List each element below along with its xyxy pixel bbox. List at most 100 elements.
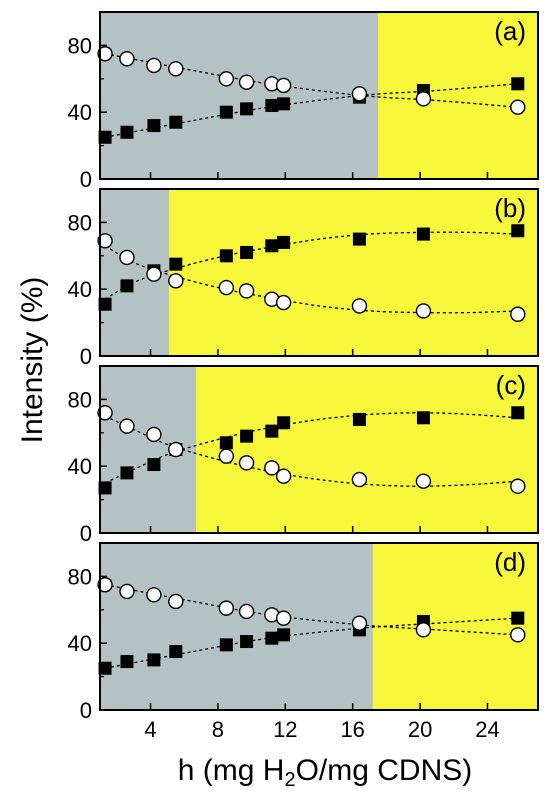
data-point-square bbox=[511, 77, 525, 91]
data-point-square bbox=[219, 105, 233, 119]
data-point-circle bbox=[238, 455, 255, 471]
y-tick-label: 80 bbox=[68, 33, 92, 58]
data-point-circle bbox=[168, 593, 184, 610]
panel-frame bbox=[99, 188, 539, 357]
y-tick-label: 80 bbox=[68, 564, 92, 589]
x-tick-label: 4 bbox=[144, 717, 156, 742]
data-point-circle bbox=[238, 74, 255, 90]
data-point-circle bbox=[146, 426, 162, 443]
data-point-circle bbox=[351, 86, 368, 102]
data-point-square bbox=[98, 297, 112, 311]
data-point-circle bbox=[510, 306, 526, 322]
data-point-square bbox=[169, 257, 183, 271]
data-point-square bbox=[147, 458, 161, 472]
panel-frame bbox=[99, 542, 539, 711]
data-point-square bbox=[416, 411, 430, 425]
data-point-circle bbox=[168, 61, 184, 77]
data-point-square bbox=[120, 279, 134, 293]
panel-label: (d) bbox=[494, 547, 526, 577]
data-point-square bbox=[352, 412, 366, 426]
data-point-square bbox=[265, 424, 279, 438]
data-point-square bbox=[277, 97, 291, 111]
data-point-circle bbox=[168, 441, 184, 458]
data-point-square bbox=[352, 232, 366, 246]
data-point-circle bbox=[146, 587, 162, 603]
data-point-circle bbox=[97, 405, 113, 421]
data-point-circle bbox=[119, 583, 135, 600]
panel-label: (c) bbox=[496, 370, 526, 400]
data-point-circle bbox=[97, 46, 113, 62]
y-tick-label: 80 bbox=[68, 387, 92, 412]
panel-frame bbox=[99, 11, 539, 180]
y-axis-title: Intensity (%) bbox=[16, 277, 49, 444]
data-point-circle bbox=[510, 627, 526, 643]
data-point-square bbox=[265, 631, 279, 645]
y-tick-label: 40 bbox=[68, 100, 92, 125]
data-point-circle bbox=[275, 77, 292, 94]
data-point-square bbox=[219, 638, 233, 652]
data-point-square bbox=[277, 416, 291, 430]
x-axis-title-subscript: 2 bbox=[284, 769, 295, 791]
panel-label: (b) bbox=[494, 193, 526, 223]
data-point-circle bbox=[119, 51, 135, 67]
data-point-square bbox=[277, 235, 291, 249]
data-point-square bbox=[265, 239, 279, 253]
data-point-circle bbox=[415, 622, 432, 638]
data-point-square bbox=[120, 655, 134, 669]
data-point-circle bbox=[415, 303, 432, 319]
data-point-circle bbox=[238, 283, 255, 299]
data-point-square bbox=[98, 481, 112, 495]
panel-label: (a) bbox=[494, 16, 526, 46]
panel-4: 0 40 80 (d) bbox=[68, 542, 539, 723]
panels-layer: 0 40 80 (a) 0 40 80 (b) 0 40 80 (c) 0 40 80 (d) bbox=[68, 11, 539, 723]
data-point-square bbox=[169, 645, 183, 659]
region-right-bg bbox=[196, 366, 538, 533]
data-point-square bbox=[219, 436, 233, 450]
data-point-square bbox=[240, 102, 254, 116]
data-point-square bbox=[98, 130, 112, 144]
x-axis-title-part-2: O/mg CDNS) bbox=[296, 754, 473, 787]
panel-1: 0 40 80 (a) bbox=[68, 11, 539, 192]
y-tick-label: 40 bbox=[68, 631, 92, 656]
x-tick-label: 24 bbox=[475, 717, 499, 742]
data-point-circle bbox=[97, 233, 113, 249]
data-point-square bbox=[169, 115, 183, 129]
data-point-square bbox=[511, 224, 525, 238]
data-point-square bbox=[120, 466, 134, 480]
data-point-square bbox=[147, 119, 161, 133]
region-right-bg bbox=[169, 189, 539, 356]
x-axis-title: h (mg H2O/mg CDNS) bbox=[178, 754, 473, 791]
data-point-circle bbox=[415, 91, 432, 107]
data-point-circle bbox=[146, 57, 162, 74]
data-point-square bbox=[120, 125, 134, 139]
data-point-circle bbox=[510, 99, 526, 115]
y-tick-label: 0 bbox=[80, 167, 92, 192]
data-point-square bbox=[147, 653, 161, 667]
region-right-bg bbox=[372, 543, 538, 710]
data-point-square bbox=[277, 628, 291, 642]
data-point-circle bbox=[510, 478, 526, 494]
region-left-bg bbox=[100, 12, 378, 179]
data-point-circle bbox=[351, 298, 368, 314]
y-tick-label: 40 bbox=[68, 277, 92, 302]
x-tick-label: 12 bbox=[273, 717, 297, 742]
data-point-square bbox=[240, 635, 254, 649]
data-point-circle bbox=[218, 71, 235, 87]
x-tick-label: 8 bbox=[212, 717, 224, 742]
y-tick-label: 0 bbox=[80, 521, 92, 546]
data-point-square bbox=[219, 249, 233, 263]
data-point-circle bbox=[97, 577, 113, 593]
data-point-square bbox=[511, 611, 525, 625]
data-point-circle bbox=[275, 610, 292, 626]
data-point-circle bbox=[218, 448, 235, 464]
data-point-circle bbox=[119, 249, 135, 266]
data-point-square bbox=[265, 99, 279, 113]
data-point-square bbox=[416, 227, 430, 241]
data-point-circle bbox=[218, 279, 235, 296]
region-right-bg bbox=[377, 12, 538, 179]
y-tick-label: 0 bbox=[80, 698, 92, 723]
data-point-circle bbox=[351, 471, 368, 488]
data-point-circle bbox=[238, 603, 255, 620]
data-point-circle bbox=[264, 460, 280, 476]
data-point-circle bbox=[275, 294, 292, 311]
